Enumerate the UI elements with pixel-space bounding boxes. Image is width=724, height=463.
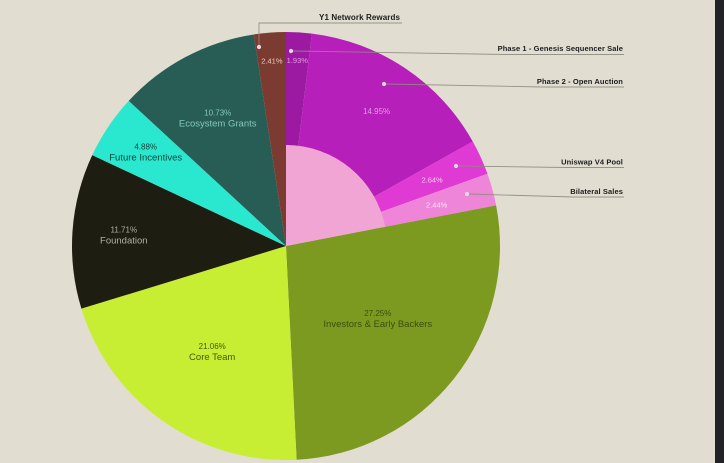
callout-line-phase-2-open-auction [385,83,624,88]
callout-dot-uniswap-v4-pool [453,163,459,169]
slice-label-investors-early-backers: 27.25% Investors & Early Backers [323,309,432,330]
slice-label-ecosystem-grants: 10.73% Ecosystem Grants [179,109,257,130]
pie-slice-y1-network-rewards[interactable] [253,32,286,246]
slice-label-foundation: 11.71% Foundation [100,226,148,247]
pie-slice-investors-early-backers[interactable] [286,205,501,460]
pie-slice-ecosystem-grants[interactable] [128,34,286,247]
callout-dot-phase-2-open-auction [381,81,387,87]
pie-slice-core-team[interactable] [81,246,297,461]
callout-label-phase-2-open-auction: Phase 2 - Open Auction [537,77,623,86]
callout-label-bilateral-sales: Bilateral Sales [570,187,623,196]
public-sale-inner-sector [286,144,386,246]
callout-dot-phase-1-genesis-sequencer-sale [288,48,294,54]
slice-label-future-incentives: 4.88% Future Incentives [109,143,182,164]
slice-percent-phase-2-open-auction: 14.95% [363,107,390,116]
callout-line-phase-1-genesis-sequencer-sale [292,50,624,55]
slice-percent-bilateral-sales: 2.44% [426,201,448,210]
callout-line-bilateral-sales [468,193,624,198]
pie-slice-foundation[interactable] [71,155,286,309]
callout-dot-bilateral-sales [464,191,470,197]
slice-percent-uniswap-v4-pool: 2.64% [421,176,443,185]
callout-label-uniswap-v4-pool: Uniswap V4 Pool [561,158,623,167]
callout-line-y1-network-rewards [258,22,402,45]
callout-dot-y1-network-rewards [256,44,262,50]
callout-label-phase-1-genesis-sequencer-sale: Phase 1 - Genesis Sequencer Sale [498,44,623,53]
slice-percent-phase-1-genesis-sequencer-sale: 1.93% [287,56,309,65]
window-edge-right [715,0,724,463]
slice-percent-y1-network-rewards: 2.41% [261,56,283,65]
pie-slice-future-incentives[interactable] [92,100,286,246]
callout-label-y1-network-rewards: Y1 Network Rewards [319,13,400,22]
callout-line-uniswap-v4-pool [457,165,624,168]
slice-label-core-team: 21.06% Core Team [189,342,235,363]
